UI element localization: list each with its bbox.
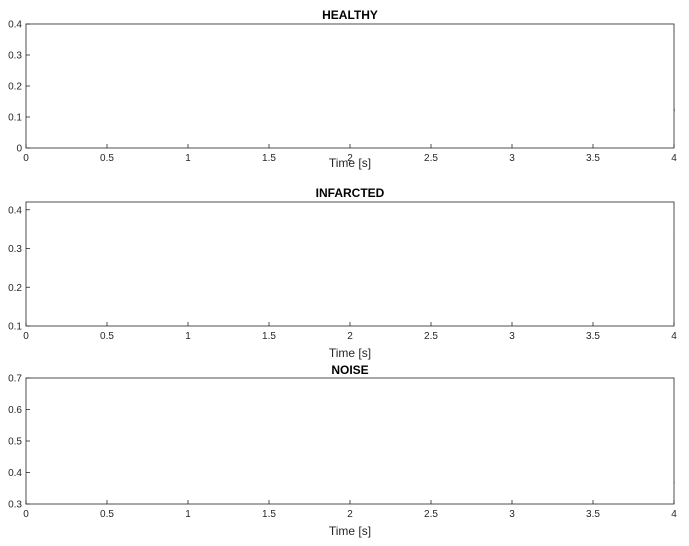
x-tick-label: 1.5 (262, 153, 276, 164)
x-tick-label: 3 (509, 153, 515, 164)
x-tick-label: 0 (23, 331, 29, 342)
x-tick-label: 2 (347, 331, 353, 342)
axes-frame (25, 377, 675, 505)
x-tick-label: 0.5 (100, 509, 114, 520)
x-tick-label: 0 (23, 153, 29, 164)
x-tick-label: 2.5 (424, 153, 438, 164)
y-tick-label: 0.6 (8, 405, 22, 416)
axes-frame (25, 201, 675, 327)
y-tick-label: 0.7 (8, 374, 22, 385)
y-tick-label: 0 (16, 144, 22, 155)
x-tick-label: 0.5 (100, 331, 114, 342)
panel-infarcted: 0 0.5 1 1.5 2 2.5 3 3.5 4 0.1 0.2 0.3 0.4 INFARCTED Ti… (8, 186, 677, 360)
x-tick-label: 1 (185, 509, 191, 520)
axes-frame (25, 23, 675, 149)
x-tick-label: 3.5 (586, 331, 600, 342)
x-axis-label: Time [s] (329, 524, 371, 538)
x-tick-label: 4 (671, 509, 677, 520)
y-tick-label: 0.3 (8, 244, 22, 255)
x-tick-label: 3.5 (586, 509, 600, 520)
x-tick-label: 1.5 (262, 331, 276, 342)
panel-title: HEALTHY (322, 8, 378, 22)
y-tick-label: 0.2 (8, 283, 22, 294)
y-tick-label: 0.4 (8, 468, 22, 479)
y-tick-label: 0.4 (8, 20, 22, 31)
x-tick-label: 3 (509, 331, 515, 342)
y-tick-label: 0.5 (8, 437, 22, 448)
y-tick-label: 0.1 (8, 322, 22, 333)
x-tick-label: 4 (671, 331, 677, 342)
y-tick-label: 0.3 (8, 51, 22, 62)
y-tick-label: 0.2 (8, 82, 22, 93)
panel-title: INFARCTED (316, 186, 385, 200)
panel-title: NOISE (331, 363, 368, 377)
x-tick-label: 2 (347, 509, 353, 520)
panel-noise: 0 0.5 1 1.5 2 2.5 3 3.5 4 0.3 0.4 0.5 0.6 0.7 NOISE Tim… (8, 363, 677, 538)
x-tick-label: 2.5 (424, 331, 438, 342)
panel-healthy: 0 0.5 1 1.5 2 2.5 3 3.5 4 0 0.1 0.2 0.3 0.4 HEALTHY Tim… (8, 8, 677, 170)
x-axis-label: Time [s] (329, 346, 371, 360)
x-tick-label: 4 (671, 153, 677, 164)
x-tick-label: 1.5 (262, 509, 276, 520)
x-tick-label: 3 (509, 509, 515, 520)
x-axis-label: Time [s] (329, 156, 371, 170)
x-tick-label: 0 (23, 509, 29, 520)
x-tick-label: 1 (185, 153, 191, 164)
x-tick-label: 0.5 (100, 153, 114, 164)
x-tick-label: 2.5 (424, 509, 438, 520)
y-tick-label: 0.1 (8, 113, 22, 124)
x-tick-label: 2 (347, 153, 353, 164)
y-tick-label: 0.3 (8, 500, 22, 511)
y-tick-label: 0.4 (8, 205, 22, 216)
x-tick-label: 3.5 (586, 153, 600, 164)
x-tick-label: 1 (185, 331, 191, 342)
